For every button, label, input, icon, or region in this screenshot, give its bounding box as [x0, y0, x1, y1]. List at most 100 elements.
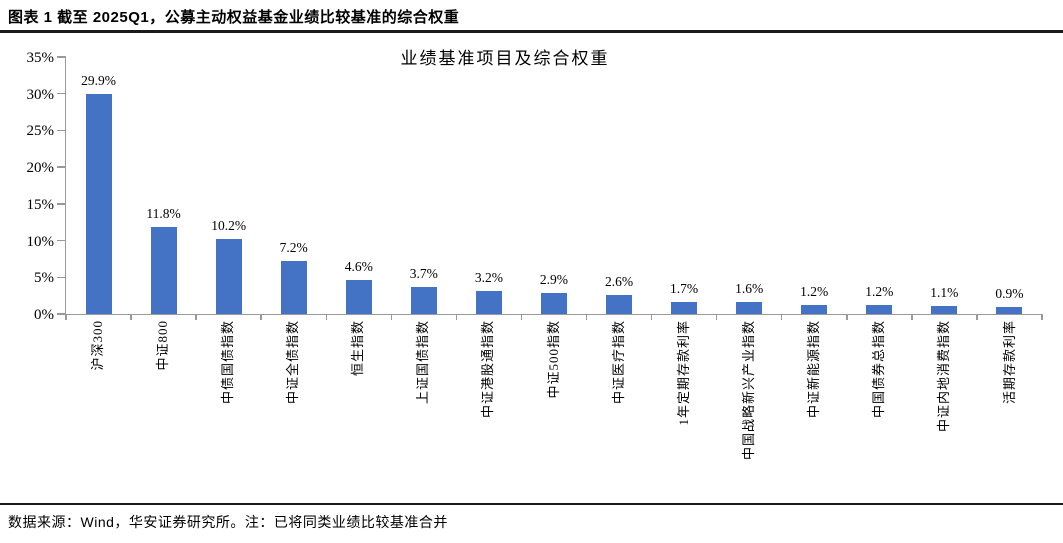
bar-value-label: 1.7%: [670, 280, 699, 296]
plot-columns: 29.9% 11.8% 10.2% 7.2% 4.6% 3.7% 3.2% 2.9% 2.6% 1…: [66, 58, 1042, 314]
bar: [475, 290, 502, 314]
x-axis-label-cell: 沪深300: [65, 320, 130, 500]
bar: [150, 227, 177, 314]
y-axis-tick: [57, 129, 66, 132]
x-axis-tick: [325, 314, 328, 320]
bar-value-label: 11.8%: [146, 206, 181, 222]
x-axis-tick: [846, 314, 848, 320]
category-column: 2.6%: [587, 58, 652, 314]
y-axis-tick: [57, 239, 66, 242]
bar: [215, 239, 242, 314]
x-axis-label-cell: 中证全债指数: [260, 320, 325, 500]
bar: [996, 307, 1023, 314]
x-axis-label: 中债国债指数: [219, 320, 235, 405]
bar: [540, 292, 567, 314]
bar: [736, 302, 763, 314]
x-axis-tick: [195, 314, 197, 320]
bar-value-label: 1.6%: [735, 281, 764, 297]
y-axis-tick-label: 15%: [26, 196, 55, 213]
category-column: 7.2%: [261, 58, 326, 314]
category-column: 3.7%: [391, 58, 456, 314]
x-axis-label: 中证医疗指数: [610, 320, 626, 405]
x-axis-label-cell: 中证内地消费指数: [912, 320, 977, 500]
y-axis-tick-label: 30%: [26, 86, 55, 103]
category-column: 3.2%: [456, 58, 521, 314]
bar: [866, 305, 893, 314]
x-axis-label-cell: 中证800: [130, 320, 195, 500]
y-axis-tick-label: 0%: [34, 307, 54, 323]
y-axis-tick: [57, 203, 66, 205]
category-column: 2.9%: [521, 58, 586, 314]
y-axis-labels: 0% 5% 10% 15% 20% 25% 30% 35%: [0, 50, 56, 323]
x-axis-label-cell: 上证国债指数: [391, 320, 456, 500]
x-axis-label-cell: 中国战略新兴产业指数: [716, 320, 781, 500]
bar: [931, 305, 958, 314]
bar: [671, 301, 698, 314]
bar: [801, 305, 828, 314]
x-axis-tick: [390, 314, 393, 320]
x-axis-label-cell: 中证医疗指数: [586, 320, 651, 500]
x-axis-tick: [130, 314, 132, 320]
x-axis-tick: [911, 314, 913, 320]
x-axis-label: 活期存款利率: [1001, 320, 1017, 405]
x-axis-label-cell: 中债国债指数: [195, 320, 260, 500]
category-column: 1.2%: [847, 58, 912, 314]
y-axis-tick: [57, 276, 66, 279]
bar-value-label: 7.2%: [279, 240, 308, 256]
bar-value-label: 1.2%: [800, 284, 829, 300]
bar-value-label: 1.2%: [865, 284, 894, 300]
x-axis-label: 上证国债指数: [415, 320, 431, 405]
title-divider-rule: [0, 30, 1063, 33]
plot-area: 29.9% 11.8% 10.2% 7.2% 4.6% 3.7% 3.2% 2.9% 2.6% 1…: [57, 56, 1043, 320]
category-column: 1.1%: [912, 58, 977, 314]
x-axis-label: 恒生指数: [350, 320, 366, 377]
x-axis-label-cell: 中国债券总指数: [847, 320, 912, 500]
x-axis-label: 中证内地消费指数: [936, 320, 952, 433]
x-axis-label-cell: 活期存款利率: [977, 320, 1042, 500]
category-column: 10.2%: [196, 58, 261, 314]
x-axis-label: 中国债券总指数: [871, 320, 887, 419]
y-axis-tick-label: 10%: [26, 233, 55, 250]
x-axis-tick: [650, 314, 653, 320]
bar: [410, 286, 437, 314]
x-axis-label: 中证800: [154, 320, 170, 371]
figure-title: 图表 1 截至 2025Q1，公募主动权益基金业绩比较基准的综合权重: [8, 9, 460, 26]
bar-value-label: 10.2%: [211, 218, 247, 234]
bar-value-label: 3.7%: [409, 265, 438, 281]
x-axis-label-cell: 中证港股通指数: [456, 320, 521, 500]
chart-title: 业绩基准项目及综合权重: [400, 49, 610, 68]
y-axis-tick: [57, 92, 66, 95]
bar-value-label: 1.1%: [930, 284, 959, 300]
bar-value-label: 29.9%: [81, 73, 116, 89]
y-axis-tick-label: 25%: [26, 123, 55, 140]
x-axis-label: 中证全债指数: [285, 320, 300, 405]
footer-divider-rule: [0, 503, 1063, 505]
x-axis-labels: 沪深300 中证800 中债国债指数 中证全债指数 恒生指数 上证国债指数 中证港股通指数 中…: [65, 320, 1042, 500]
bar-value-label: 2.6%: [604, 273, 634, 289]
x-axis-label: 中证新能源指数: [806, 320, 822, 419]
x-axis-tick: [585, 314, 588, 320]
category-column: 1.6%: [717, 58, 782, 314]
category-column: 11.8%: [131, 58, 196, 314]
category-column: 1.7%: [652, 58, 717, 314]
x-axis-tick: [1041, 314, 1043, 320]
x-axis-tick: [976, 314, 978, 320]
y-axis-tick-label: 5%: [34, 270, 54, 287]
bar-value-label: 2.9%: [539, 271, 569, 287]
x-axis-label-cell: 恒生指数: [326, 320, 391, 500]
y-axis-tick: [57, 313, 66, 315]
bar: [606, 294, 633, 314]
x-axis-label: 1年定期存款利率: [675, 320, 691, 426]
x-axis-label: 中证港股通指数: [480, 320, 496, 419]
bar: [280, 261, 307, 314]
x-axis-label-cell: 1年定期存款利率: [651, 320, 716, 500]
bar-value-label: 3.2%: [474, 269, 503, 285]
x-axis-tick: [455, 314, 458, 320]
x-axis-tick: [520, 314, 523, 320]
y-axis-tick-label: 35%: [26, 50, 55, 66]
bar: [85, 94, 112, 314]
y-axis-tick: [57, 166, 66, 168]
x-axis-label: 中国战略新兴产业指数: [740, 320, 756, 461]
category-column: 1.2%: [782, 58, 847, 314]
